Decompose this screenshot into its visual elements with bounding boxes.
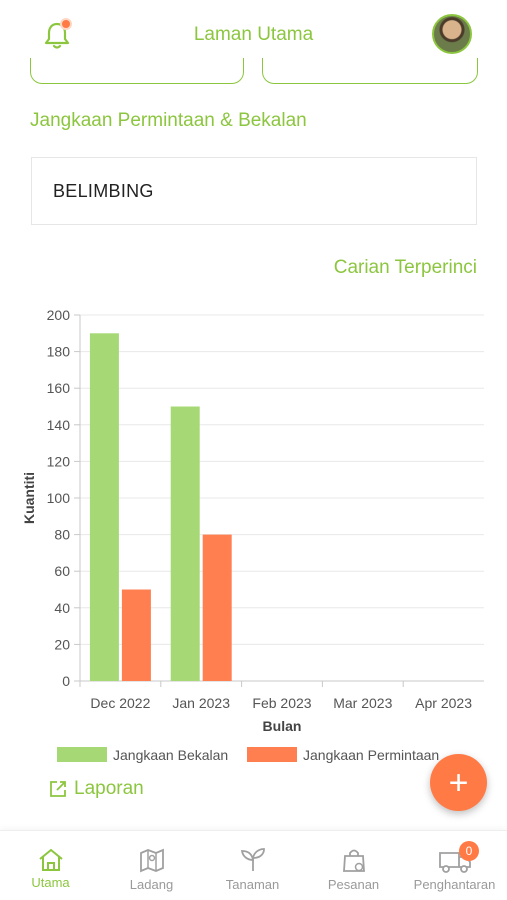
x-tick-label: Mar 2023 xyxy=(333,695,392,711)
avatar[interactable] xyxy=(432,14,472,54)
bottom-nav: Utama Ladang Tanaman Pesanan xyxy=(0,830,507,900)
legend-label: Jangkaan Permintaan xyxy=(303,747,439,763)
bar-supply xyxy=(170,406,200,681)
page-title: Laman Utama xyxy=(193,24,314,45)
y-tick-label: 60 xyxy=(54,563,70,579)
summary-card-left[interactable] xyxy=(30,58,244,84)
farm-map-icon xyxy=(139,848,164,873)
home-icon xyxy=(38,848,63,871)
x-axis-label: Bulan xyxy=(263,718,302,734)
nav-item-ladang[interactable]: Ladang xyxy=(101,831,202,900)
y-tick-label: 140 xyxy=(47,417,71,433)
shopping-bag-icon xyxy=(342,849,365,872)
y-tick-label: 200 xyxy=(47,307,71,323)
supply-demand-chart: 0 20 40 60 80 100 120 140 160 180 200 Dec 2022 Jan 2… xyxy=(21,307,484,763)
y-axis-label: Kuantiti xyxy=(21,472,37,524)
notification-dot xyxy=(60,18,72,30)
y-tick-label: 0 xyxy=(62,673,70,689)
x-tick-label: Apr 2023 xyxy=(415,695,472,711)
legend-label: Jangkaan Bekalan xyxy=(113,747,228,763)
legend-swatch xyxy=(247,747,297,762)
x-tick-label: Dec 2022 xyxy=(90,695,150,711)
report-label: Laporan xyxy=(74,778,144,799)
y-tick-label: 180 xyxy=(47,344,71,360)
nav-label-utama: Utama xyxy=(31,875,70,890)
y-tick-label: 40 xyxy=(54,600,70,616)
delivery-badge: 0 xyxy=(459,841,479,861)
external-link-icon xyxy=(50,781,66,797)
nav-item-utama[interactable]: Utama xyxy=(0,831,101,900)
y-tick-label: 80 xyxy=(54,527,70,543)
crop-name: BELIMBING xyxy=(53,181,154,201)
bar-demand xyxy=(202,534,232,681)
report-link[interactable]: Laporan xyxy=(48,778,144,800)
x-tick-label: Feb 2023 xyxy=(252,695,311,711)
add-button[interactable]: + xyxy=(430,754,487,811)
legend-swatch xyxy=(57,747,107,762)
nav-item-penghantaran[interactable]: 0 Penghantaran xyxy=(404,831,505,900)
bar-supply xyxy=(89,333,119,681)
y-tick-label: 100 xyxy=(47,490,71,506)
nav-label-penghantaran: Penghantaran xyxy=(413,877,496,892)
crop-selector[interactable]: BELIMBING xyxy=(31,157,477,225)
y-tick-label: 160 xyxy=(47,380,71,396)
y-tick-label: 20 xyxy=(54,636,70,652)
x-tick-label: Jan 2023 xyxy=(172,695,230,711)
nav-label-pesanan: Pesanan xyxy=(327,877,380,892)
y-tick-label: 120 xyxy=(47,453,71,469)
summary-card-right[interactable] xyxy=(262,58,478,84)
bar-demand xyxy=(121,589,151,681)
plant-icon xyxy=(240,848,265,871)
nav-item-pesanan[interactable]: Pesanan xyxy=(303,831,404,900)
nav-label-tanaman: Tanaman xyxy=(225,877,280,892)
section-title: Jangkaan Permintaan & Bekalan xyxy=(30,110,307,131)
detailed-search-link[interactable]: Carian Terperinci xyxy=(333,257,477,278)
app-header: Laman Utama xyxy=(0,0,507,66)
delivery-truck-icon xyxy=(438,852,471,873)
nav-label-ladang: Ladang xyxy=(129,877,174,892)
nav-item-tanaman[interactable]: Tanaman xyxy=(202,831,303,900)
